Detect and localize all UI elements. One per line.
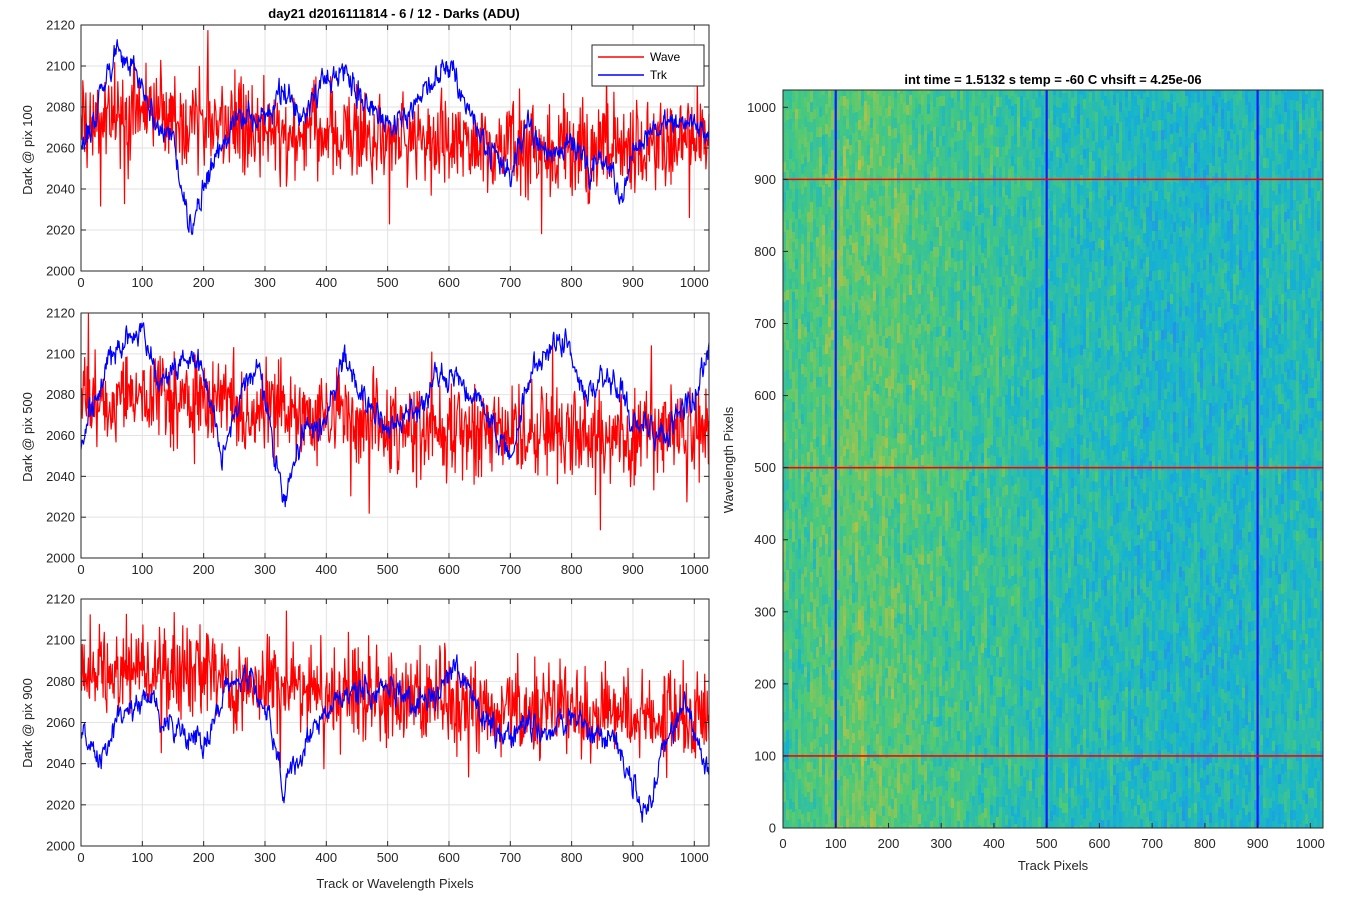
x-tick-label: 800 <box>561 850 583 865</box>
heatmap-axes-box <box>782 89 1324 829</box>
y-tick-label: 2020 <box>46 223 75 238</box>
y-tick-label: 2100 <box>46 633 75 648</box>
y-tick-label: 2120 <box>46 592 75 607</box>
x-tick-label: 300 <box>254 562 276 577</box>
heatmap-y-tick-label: 900 <box>754 172 776 187</box>
x-tick-label: 300 <box>254 275 276 290</box>
legend-label-trk: Trk <box>650 68 668 82</box>
series-line-trk <box>80 39 710 236</box>
x-tick-label: 100 <box>131 562 153 577</box>
y-tick-label: 2080 <box>46 100 75 115</box>
x-tick-label: 500 <box>377 850 399 865</box>
heatmap-cells <box>783 90 1323 828</box>
heatmap-y-tick-label: 700 <box>754 316 776 331</box>
x-axis-label: Track or Wavelength Pixels <box>316 876 474 891</box>
heatmap-y-tick-label: 1000 <box>747 100 776 115</box>
y-tick-label: 2040 <box>46 469 75 484</box>
y-tick-label: 2000 <box>46 264 75 279</box>
y-axis-label-pix500: Dark @ pix 500 <box>20 392 35 482</box>
x-tick-label: 1000 <box>680 850 709 865</box>
heatmap-y-tick-label: 600 <box>754 388 776 403</box>
y-tick-label: 2080 <box>46 674 75 689</box>
x-tick-label: 900 <box>622 850 644 865</box>
y-tick-label: 2100 <box>46 59 75 74</box>
heatmap-x-tick-label: 900 <box>1247 836 1269 851</box>
x-tick-label: 500 <box>377 562 399 577</box>
heatmap-y-tick-label: 300 <box>754 604 776 619</box>
y-axis-label-pix100: Dark @ pix 100 <box>20 105 35 195</box>
y-tick-label: 2080 <box>46 387 75 402</box>
x-tick-label: 0 <box>77 850 84 865</box>
y-tick-label: 2000 <box>46 839 75 854</box>
x-tick-label: 0 <box>77 562 84 577</box>
legend-label-wave: Wave <box>650 50 681 64</box>
x-tick-label: 200 <box>193 850 215 865</box>
y-tick-label: 2100 <box>46 346 75 361</box>
y-tick-label: 2120 <box>46 18 75 33</box>
heatmap-x-tick-label: 1000 <box>1296 836 1325 851</box>
x-tick-label: 800 <box>561 562 583 577</box>
y-axis-label-pix900: Dark @ pix 900 <box>20 678 35 768</box>
x-tick-label: 200 <box>193 275 215 290</box>
y-tick-label: 2060 <box>46 428 75 443</box>
x-tick-label: 400 <box>315 275 337 290</box>
x-tick-label: 100 <box>131 850 153 865</box>
x-tick-label: 700 <box>499 275 521 290</box>
y-tick-label: 2120 <box>46 306 75 321</box>
x-tick-label: 600 <box>438 562 460 577</box>
x-tick-label: 600 <box>438 275 460 290</box>
heatmap-x-tick-label: 600 <box>1089 836 1111 851</box>
heatmap-y-tick-label: 100 <box>754 748 776 763</box>
heatmap-x-tick-label: 500 <box>1036 836 1058 851</box>
y-tick-label: 2000 <box>46 551 75 566</box>
heatmap-x-tick-label: 300 <box>930 836 952 851</box>
series-line-wave <box>80 313 710 531</box>
y-tick-label: 2040 <box>46 182 75 197</box>
x-tick-label: 1000 <box>680 275 709 290</box>
heatmap-y-tick-label: 800 <box>754 244 776 259</box>
x-tick-label: 500 <box>377 275 399 290</box>
x-tick-label: 400 <box>315 562 337 577</box>
x-tick-label: 300 <box>254 850 276 865</box>
x-tick-label: 400 <box>315 850 337 865</box>
y-tick-label: 2060 <box>46 715 75 730</box>
x-tick-label: 900 <box>622 562 644 577</box>
heatmap-x-tick-label: 400 <box>983 836 1005 851</box>
heatmap-x-tick-label: 700 <box>1141 836 1163 851</box>
chart-title: day21 d2016111814 - 6 / 12 - Darks (ADU) <box>268 6 519 21</box>
y-tick-label: 2060 <box>46 141 75 156</box>
heatmap-x-tick-label: 0 <box>779 836 786 851</box>
series-line-trk <box>80 654 710 823</box>
legend: Wave Trk <box>591 44 705 87</box>
x-tick-label: 200 <box>193 562 215 577</box>
x-tick-label: 0 <box>77 275 84 290</box>
x-tick-label: 700 <box>499 562 521 577</box>
y-tick-label: 2020 <box>46 510 75 525</box>
heatmap-y-tick-label: 0 <box>769 821 776 836</box>
y-tick-label: 2040 <box>46 756 75 771</box>
y-tick-label: 2020 <box>46 797 75 812</box>
heatmap-y-tick-label: 500 <box>754 460 776 475</box>
heatmap-y-axis-label: Wavelength Pixels <box>721 406 736 513</box>
heatmap-x-tick-label: 100 <box>825 836 847 851</box>
heatmap-x-tick-label: 200 <box>878 836 900 851</box>
heatmap-title: int time = 1.5132 s temp = -60 C vhsift … <box>904 72 1201 87</box>
heatmap-y-tick-label: 200 <box>754 676 776 691</box>
x-tick-label: 700 <box>499 850 521 865</box>
series-line-trk <box>80 322 710 508</box>
heatmap-y-tick-label: 400 <box>754 532 776 547</box>
series-line-wave <box>80 610 710 779</box>
x-tick-label: 1000 <box>680 562 709 577</box>
heatmap-x-axis-label: Track Pixels <box>1018 858 1089 873</box>
x-tick-label: 600 <box>438 850 460 865</box>
heatmap-x-tick-label: 800 <box>1194 836 1216 851</box>
x-tick-label: 900 <box>622 275 644 290</box>
x-tick-label: 100 <box>131 275 153 290</box>
x-tick-label: 800 <box>561 275 583 290</box>
